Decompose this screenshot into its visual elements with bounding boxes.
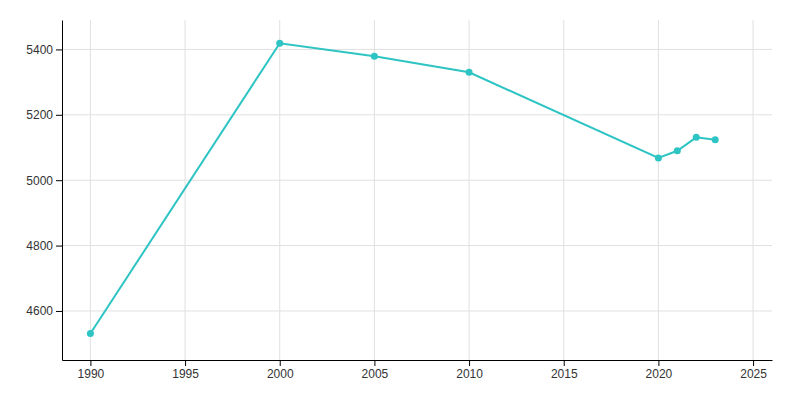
point — [674, 147, 681, 154]
tick: 2020 — [646, 360, 673, 381]
tick: 2025 — [740, 360, 767, 381]
tick: 2005 — [362, 360, 389, 381]
grid-line — [62, 49, 772, 50]
tick-label: 5200 — [26, 108, 53, 122]
tick-mark — [185, 360, 186, 366]
grid-line — [62, 245, 772, 246]
axis-line — [62, 21, 63, 361]
tick: 1995 — [172, 360, 199, 381]
tick-mark — [56, 246, 62, 247]
grid-line — [62, 180, 772, 181]
tick-mark — [658, 360, 659, 366]
grid-line — [658, 20, 659, 360]
tick-label: 2005 — [362, 367, 389, 381]
point — [87, 330, 94, 337]
point — [276, 40, 283, 47]
tick: 1990 — [78, 360, 105, 381]
plot-area: 1990 1995 2000 2005 2010 2015 2020 2025 4600 4800… — [26, 20, 772, 381]
tick-mark — [90, 360, 91, 366]
point — [466, 69, 473, 76]
tick-mark — [56, 49, 62, 50]
axis-line — [63, 360, 773, 361]
tick: 2010 — [456, 360, 483, 381]
tick-label: 5000 — [26, 174, 53, 188]
grid-line — [563, 20, 564, 360]
tick-mark — [374, 360, 375, 366]
tick: 5200 — [26, 108, 62, 122]
series — [87, 40, 719, 337]
tick-mark — [56, 180, 62, 181]
point — [371, 53, 378, 60]
point — [693, 134, 700, 141]
tick: 2015 — [551, 360, 578, 381]
grid-line — [753, 20, 754, 360]
tick: 5000 — [26, 174, 62, 188]
x-axis: 1990 1995 2000 2005 2010 2015 2020 2025 — [63, 360, 773, 381]
tick-mark — [469, 360, 470, 366]
tick-label: 1990 — [78, 367, 105, 381]
tick-label: 2000 — [267, 367, 294, 381]
tick-mark — [564, 360, 565, 366]
line — [90, 43, 715, 333]
tick-label: 2025 — [740, 367, 767, 381]
grid — [62, 20, 772, 360]
grid-line — [62, 114, 772, 115]
tick-label: 2010 — [456, 367, 483, 381]
tick-label: 1995 — [172, 367, 199, 381]
tick-mark — [56, 115, 62, 116]
tick-mark — [753, 360, 754, 366]
tick-label: 2020 — [646, 367, 673, 381]
grid-line — [279, 20, 280, 360]
tick-mark — [56, 311, 62, 312]
chart: 1990 1995 2000 2005 2010 2015 2020 2025 4600 4800… — [0, 0, 800, 400]
tick-label: 4800 — [26, 239, 53, 253]
tick: 5400 — [26, 43, 62, 57]
point — [655, 154, 662, 161]
tick: 4600 — [26, 304, 62, 318]
tick-label: 5400 — [26, 43, 53, 57]
point — [712, 136, 719, 143]
grid-line — [62, 310, 772, 311]
tick-mark — [280, 360, 281, 366]
grid-line — [374, 20, 375, 360]
y-axis: 4600 4800 5000 5200 5400 — [26, 21, 62, 361]
tick: 2000 — [267, 360, 294, 381]
tick-label: 4600 — [26, 304, 53, 318]
tick: 4800 — [26, 239, 62, 253]
grid-line — [90, 20, 91, 360]
tick-label: 2015 — [551, 367, 578, 381]
